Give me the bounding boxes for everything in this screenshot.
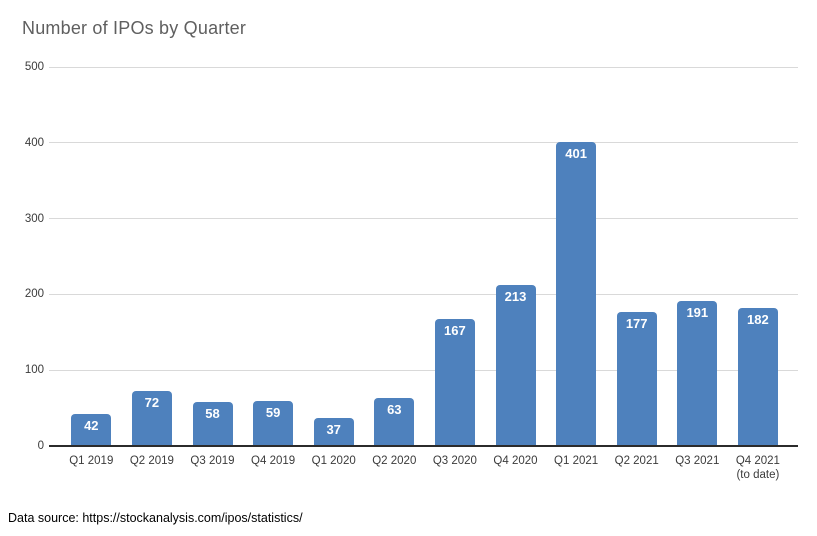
x-axis-tick-label: Q4 2021 (to date) — [735, 455, 780, 481]
bar — [131, 391, 172, 446]
bar-value-label: 191 — [686, 305, 709, 321]
bar-value-label: 182 — [747, 312, 769, 328]
x-axis-tick-label: Q1 2019 — [69, 455, 114, 467]
bar-value-label: 42 — [84, 418, 99, 434]
bar-value-label: 59 — [265, 405, 281, 421]
bar-value-label: 213 — [504, 288, 527, 304]
chart-title: Number of IPOs by Quarter — [22, 18, 247, 38]
x-axis-tick-label: Q2 2019 — [129, 455, 174, 467]
bar-value-label: 58 — [205, 406, 220, 422]
x-axis-tick-label: Q2 2020 — [372, 455, 417, 467]
bar-value-label: 167 — [444, 323, 466, 339]
gridline — [49, 66, 798, 68]
y-axis-tick-label: 200 — [24, 288, 44, 301]
x-axis-line — [49, 445, 798, 447]
bar — [71, 414, 112, 446]
bar — [192, 402, 233, 446]
y-axis-tick-label: 100 — [24, 364, 44, 377]
gridline — [49, 369, 798, 371]
bar — [313, 417, 354, 446]
x-axis-tick-label: Q1 2020 — [311, 455, 356, 467]
bar — [495, 284, 536, 446]
bar — [556, 142, 597, 446]
x-axis-tick-label: Q4 2020 — [493, 455, 538, 467]
x-axis-tick-label: Q4 2019 — [251, 455, 296, 467]
bar-value-label: 63 — [387, 402, 402, 418]
source-note: Data source: https://stockanalysis.com/i… — [8, 511, 303, 525]
x-axis-tick-label: Q3 2021 — [675, 455, 720, 467]
x-axis-tick-label: Q3 2019 — [190, 455, 235, 467]
gridline — [49, 218, 798, 220]
x-axis-tick-label: Q3 2020 — [432, 455, 477, 467]
y-axis-tick-label: 500 — [24, 61, 44, 73]
bar — [253, 401, 294, 446]
bar — [616, 311, 657, 446]
x-axis-tick-label: Q1 2021 — [554, 455, 599, 467]
bar — [737, 308, 778, 446]
gridline — [49, 293, 798, 295]
gridline — [49, 142, 798, 144]
y-axis-tick-label: 0 — [37, 440, 44, 452]
bar-value-label: 72 — [144, 395, 160, 411]
bar — [374, 398, 415, 446]
bar-value-label: 37 — [326, 421, 341, 437]
bar — [677, 301, 718, 446]
bar-value-label: 177 — [625, 315, 648, 331]
y-axis-tick-label: 400 — [24, 136, 44, 149]
x-axis-tick-label: Q2 2021 — [614, 455, 659, 467]
bar — [434, 319, 475, 446]
y-axis-tick-label: 300 — [24, 212, 44, 225]
bar-value-label: 401 — [565, 146, 587, 162]
